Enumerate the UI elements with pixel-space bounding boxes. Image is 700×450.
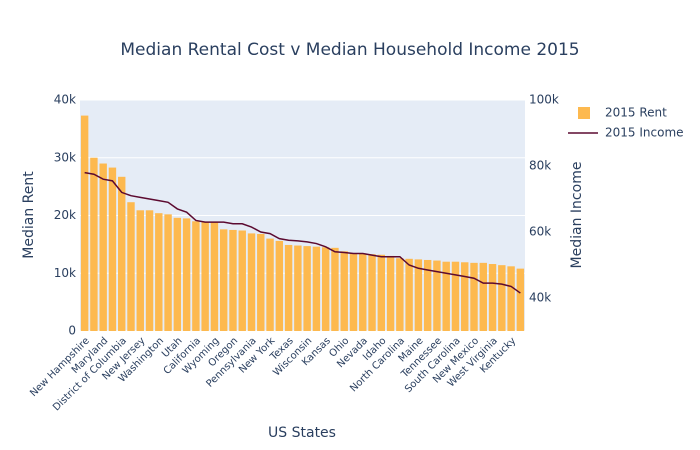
bar <box>507 266 515 331</box>
bar <box>108 167 117 331</box>
bar <box>219 229 228 331</box>
bar <box>145 210 154 331</box>
bar <box>164 214 172 331</box>
y2-tick-label: 60k <box>529 225 551 239</box>
bar <box>284 244 293 331</box>
bar <box>377 254 386 331</box>
bar <box>359 253 367 331</box>
bar <box>210 222 219 331</box>
y-tick-label: 30k <box>54 150 76 164</box>
bar <box>470 262 478 331</box>
bar <box>257 233 265 331</box>
x-axis-title: US States <box>268 425 336 441</box>
bar <box>294 245 302 331</box>
bar <box>136 210 144 331</box>
bar <box>247 233 256 331</box>
bar <box>266 238 274 331</box>
y2-tick-label: 80k <box>529 159 551 173</box>
bar <box>127 202 135 331</box>
y-axis-title: Median Rent <box>21 171 37 259</box>
bar <box>201 221 209 331</box>
bar <box>423 259 432 331</box>
bar <box>451 261 460 331</box>
bar <box>90 157 98 331</box>
bar <box>414 259 423 331</box>
bar <box>396 258 404 331</box>
y-tick-label: 10k <box>54 266 76 280</box>
line <box>84 171 521 294</box>
bar <box>461 262 469 331</box>
y2-axis-title: Median Income <box>569 162 585 269</box>
bar <box>321 247 330 331</box>
bar <box>340 251 348 331</box>
bar <box>433 260 441 331</box>
y2-tick-label: 100k <box>529 93 559 107</box>
bar <box>349 253 358 331</box>
bar <box>229 229 237 331</box>
bar <box>173 217 182 331</box>
bar <box>442 261 450 331</box>
bar <box>386 255 395 331</box>
bar <box>498 265 506 331</box>
y-tick-label: 0 <box>68 324 76 338</box>
bar <box>312 246 321 331</box>
bar <box>182 218 191 331</box>
bar <box>516 268 525 331</box>
bar <box>405 258 413 331</box>
chart-title: Median Rental Cost v Median Household In… <box>120 40 579 60</box>
bar <box>192 221 200 331</box>
y-tick-label: 40k <box>54 93 76 107</box>
bar <box>303 246 311 331</box>
bar <box>80 115 89 331</box>
legend-label: 2015 Rent <box>605 106 667 120</box>
bar <box>331 247 339 331</box>
legend-label: 2015 Income <box>605 126 684 140</box>
y2-tick-label: 40k <box>529 291 551 305</box>
legend-swatch <box>578 107 590 119</box>
bar <box>155 213 163 331</box>
y-tick-label: 20k <box>54 208 76 222</box>
bar <box>238 230 246 331</box>
bar <box>488 264 497 331</box>
bar <box>368 254 376 331</box>
bar <box>275 240 284 331</box>
bar <box>118 176 126 331</box>
bar <box>99 163 107 331</box>
bar <box>479 262 487 331</box>
